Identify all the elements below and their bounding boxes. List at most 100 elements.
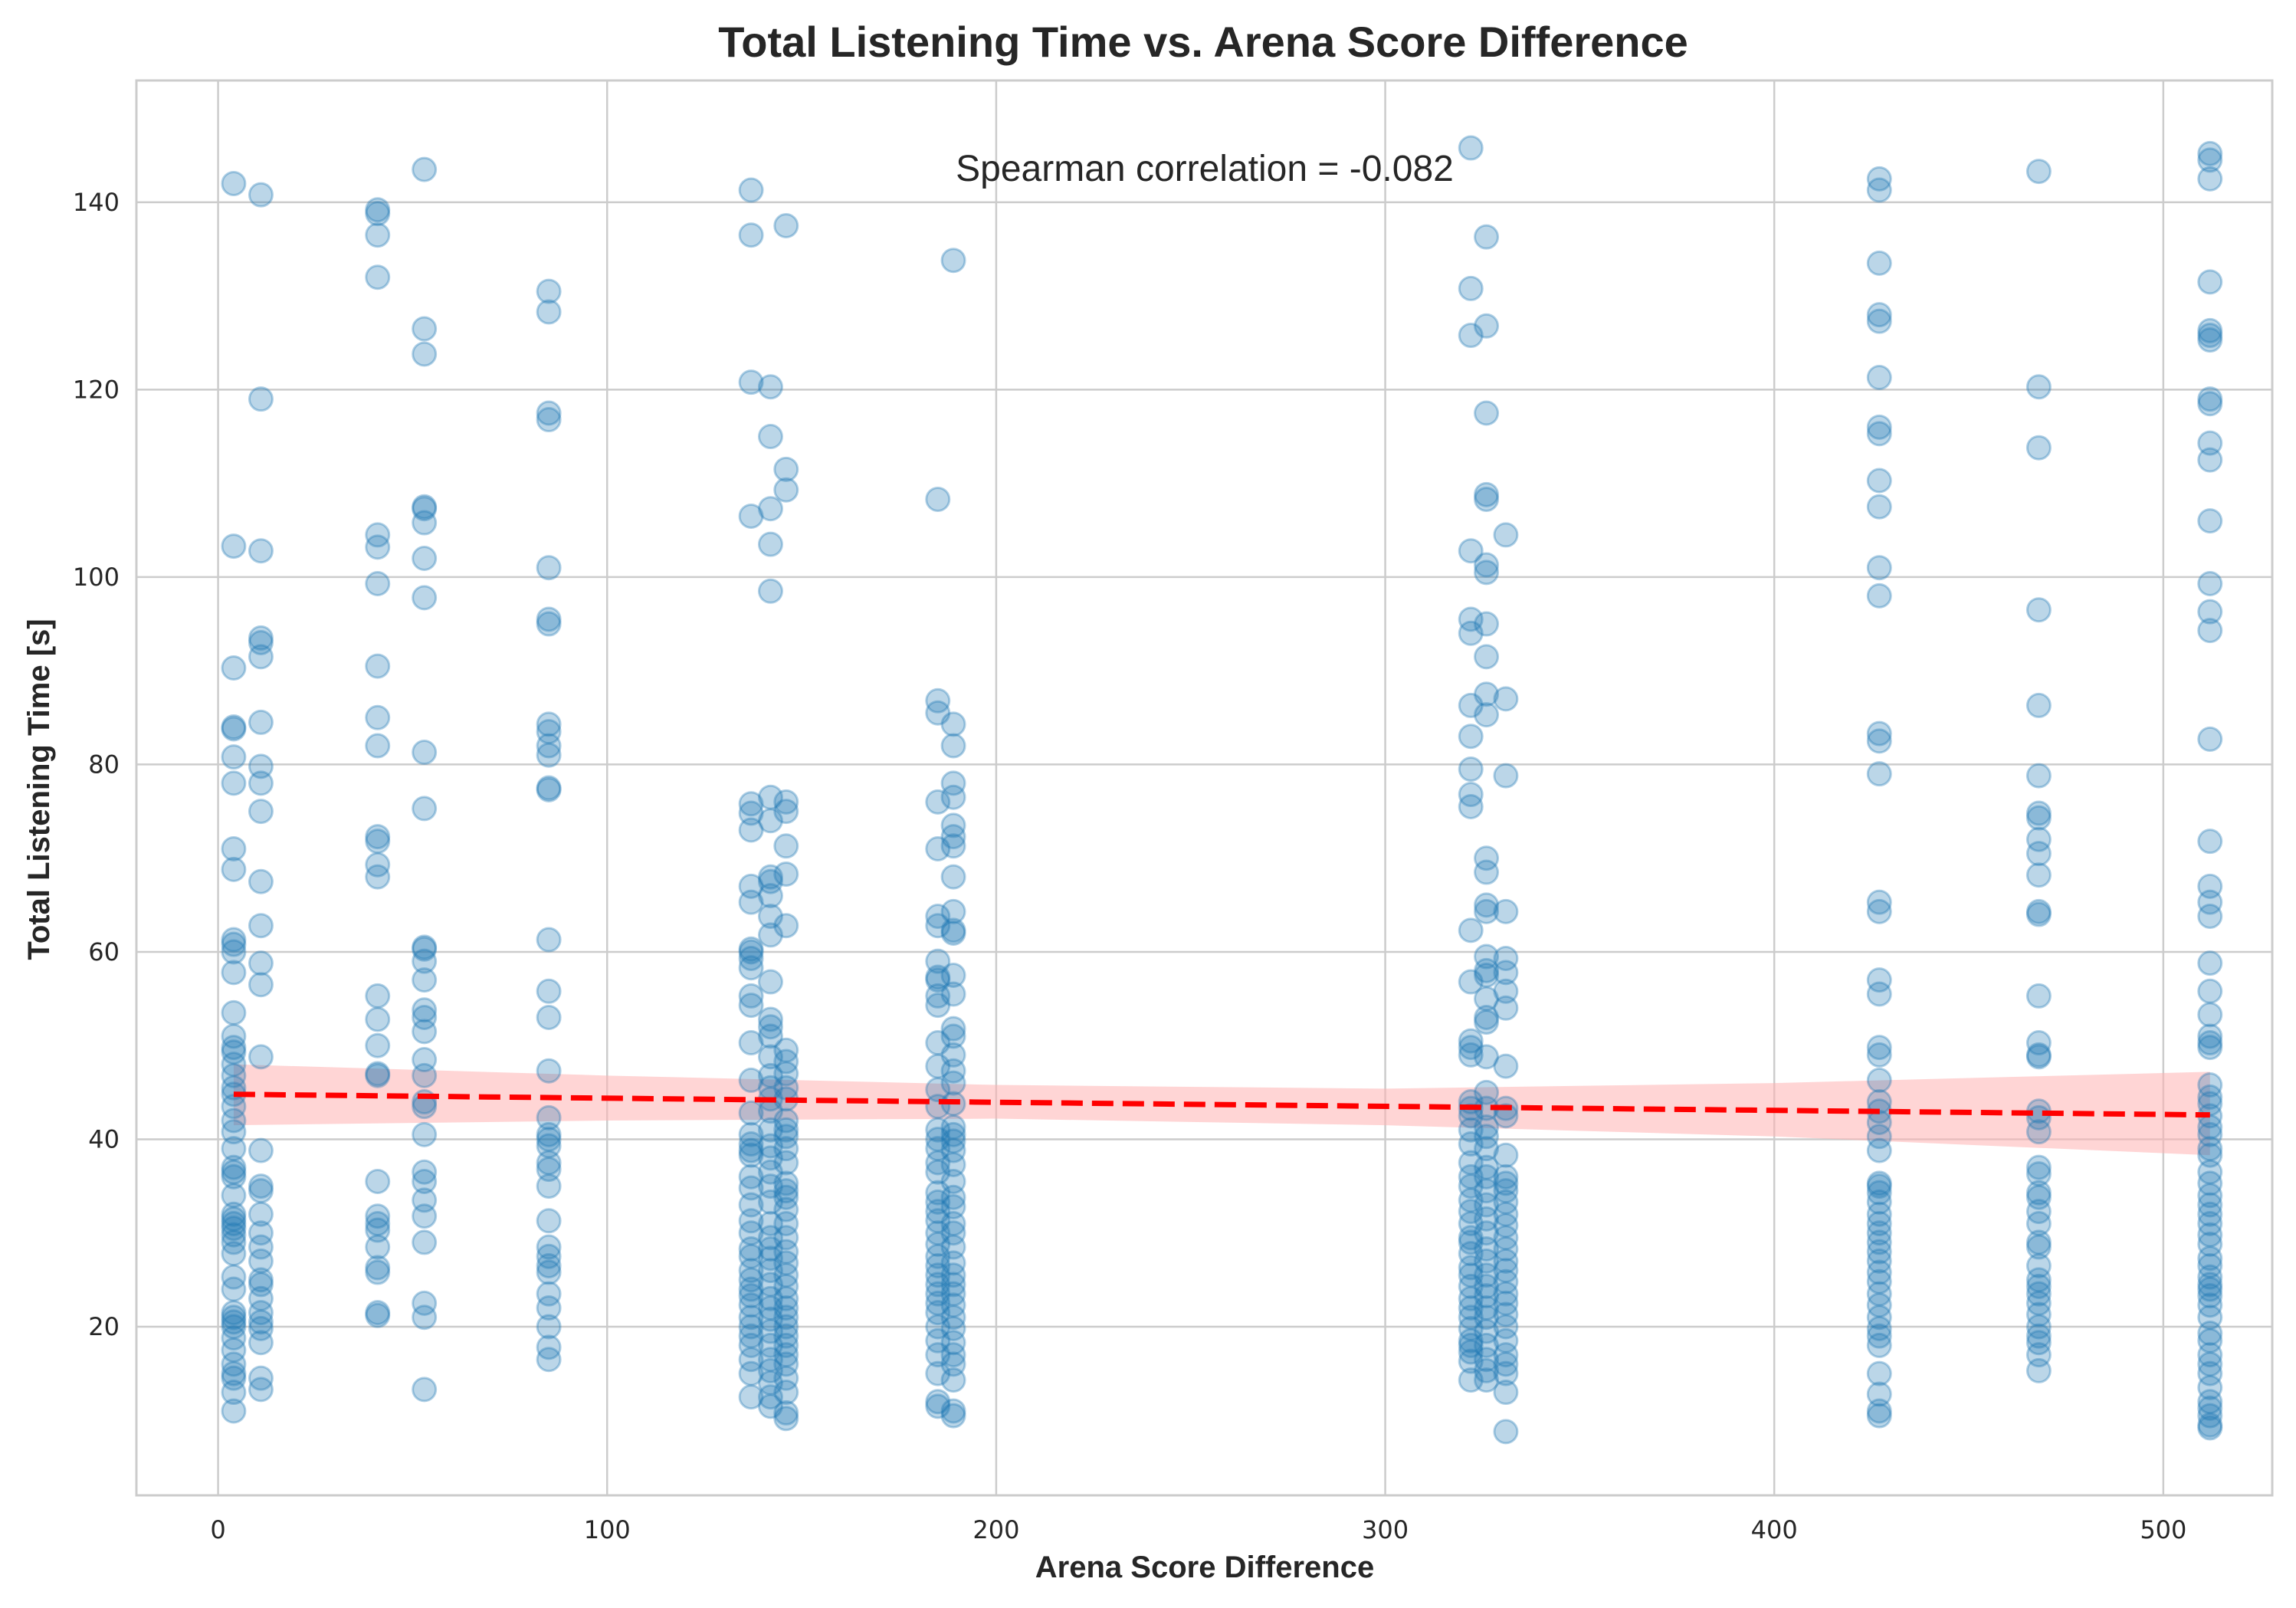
data-point bbox=[221, 1154, 247, 1180]
data-point bbox=[2197, 1035, 2223, 1061]
data-point bbox=[1493, 1189, 1519, 1215]
data-point bbox=[2025, 597, 2052, 623]
data-point bbox=[940, 1168, 966, 1194]
data-point bbox=[1866, 1189, 1892, 1215]
data-point bbox=[1866, 1323, 1892, 1349]
data-point bbox=[536, 1243, 562, 1269]
data-point bbox=[757, 1062, 783, 1088]
data-point bbox=[536, 742, 562, 768]
data-point bbox=[2197, 1159, 2223, 1185]
data-point bbox=[757, 1318, 783, 1344]
data-point bbox=[412, 1047, 438, 1073]
data-point bbox=[412, 341, 438, 367]
data-point bbox=[1458, 1241, 1484, 1267]
data-point bbox=[1866, 421, 1892, 447]
data-point bbox=[248, 868, 274, 894]
y-tick-label: 120 bbox=[73, 375, 120, 404]
data-point bbox=[1866, 1042, 1892, 1068]
data-point bbox=[738, 817, 764, 843]
data-point bbox=[1458, 1332, 1484, 1358]
data-point bbox=[1866, 1173, 1892, 1199]
data-point bbox=[536, 776, 562, 802]
data-point bbox=[2197, 1222, 2223, 1248]
data-point bbox=[738, 369, 764, 395]
data-point bbox=[221, 1337, 247, 1364]
data-point bbox=[1474, 1044, 1500, 1070]
data-point bbox=[248, 913, 274, 939]
x-tick-label: 0 bbox=[210, 1515, 225, 1544]
data-point bbox=[248, 630, 274, 656]
data-point bbox=[1493, 1053, 1519, 1079]
data-point bbox=[1458, 275, 1484, 301]
data-point bbox=[248, 182, 274, 208]
data-point bbox=[1474, 1262, 1500, 1288]
data-point bbox=[940, 1023, 966, 1049]
data-point bbox=[1474, 1206, 1500, 1232]
data-point bbox=[2025, 1301, 2052, 1327]
data-point bbox=[1493, 522, 1519, 548]
data-point bbox=[773, 1295, 799, 1321]
data-point bbox=[757, 1306, 783, 1332]
data-point bbox=[1866, 1137, 1892, 1163]
data-point bbox=[773, 1351, 799, 1377]
data-point bbox=[940, 1398, 966, 1424]
data-point bbox=[1866, 898, 1892, 924]
data-point bbox=[2197, 903, 2223, 929]
data-point bbox=[940, 770, 966, 796]
data-point bbox=[221, 1039, 247, 1065]
data-point bbox=[248, 770, 274, 796]
data-point bbox=[2197, 1403, 2223, 1429]
data-point bbox=[738, 1163, 764, 1190]
data-point bbox=[536, 278, 562, 304]
data-point bbox=[773, 1117, 799, 1143]
data-point bbox=[738, 939, 764, 965]
data-point bbox=[1458, 1273, 1484, 1299]
data-point bbox=[1458, 917, 1484, 943]
scatter-points bbox=[221, 135, 2223, 1445]
data-point bbox=[738, 1360, 764, 1386]
data-point bbox=[536, 1058, 562, 1084]
data-point bbox=[248, 1309, 274, 1335]
data-point bbox=[1458, 1103, 1484, 1129]
data-point bbox=[773, 1323, 799, 1349]
data-point bbox=[365, 824, 391, 850]
data-point bbox=[2197, 1304, 2223, 1331]
data-point bbox=[1458, 724, 1484, 750]
data-point bbox=[757, 1014, 783, 1040]
data-point bbox=[1866, 1281, 1892, 1307]
data-point bbox=[1474, 1283, 1500, 1309]
data-point bbox=[940, 1292, 966, 1318]
data-point bbox=[940, 1304, 966, 1331]
data-point bbox=[1866, 1268, 1892, 1295]
data-point bbox=[1458, 1285, 1484, 1311]
data-point bbox=[925, 913, 951, 939]
data-point bbox=[1474, 400, 1500, 426]
data-point bbox=[536, 611, 562, 637]
data-point bbox=[773, 833, 799, 859]
data-point bbox=[925, 1030, 951, 1056]
data-point bbox=[2197, 1252, 2223, 1278]
data-point bbox=[757, 496, 783, 522]
confidence-band bbox=[233, 1064, 2210, 1156]
data-point bbox=[925, 1053, 951, 1079]
data-point bbox=[1458, 969, 1484, 995]
data-point bbox=[1474, 986, 1500, 1012]
data-point bbox=[412, 1187, 438, 1213]
data-point bbox=[1458, 1327, 1484, 1354]
data-point bbox=[365, 653, 391, 679]
data-point bbox=[738, 983, 764, 1009]
data-point bbox=[738, 1243, 764, 1269]
data-point bbox=[738, 222, 764, 248]
data-point bbox=[738, 993, 764, 1019]
data-point bbox=[2025, 1267, 2052, 1293]
data-point bbox=[1866, 494, 1892, 520]
data-point bbox=[1866, 302, 1892, 328]
data-point bbox=[925, 1393, 951, 1419]
x-tick-label: 100 bbox=[584, 1515, 631, 1544]
data-point bbox=[221, 1398, 247, 1424]
data-point bbox=[1866, 1403, 1892, 1429]
data-point bbox=[1458, 1304, 1484, 1331]
data-point bbox=[365, 1061, 391, 1087]
data-point bbox=[221, 1023, 247, 1049]
data-point bbox=[1493, 1327, 1519, 1354]
